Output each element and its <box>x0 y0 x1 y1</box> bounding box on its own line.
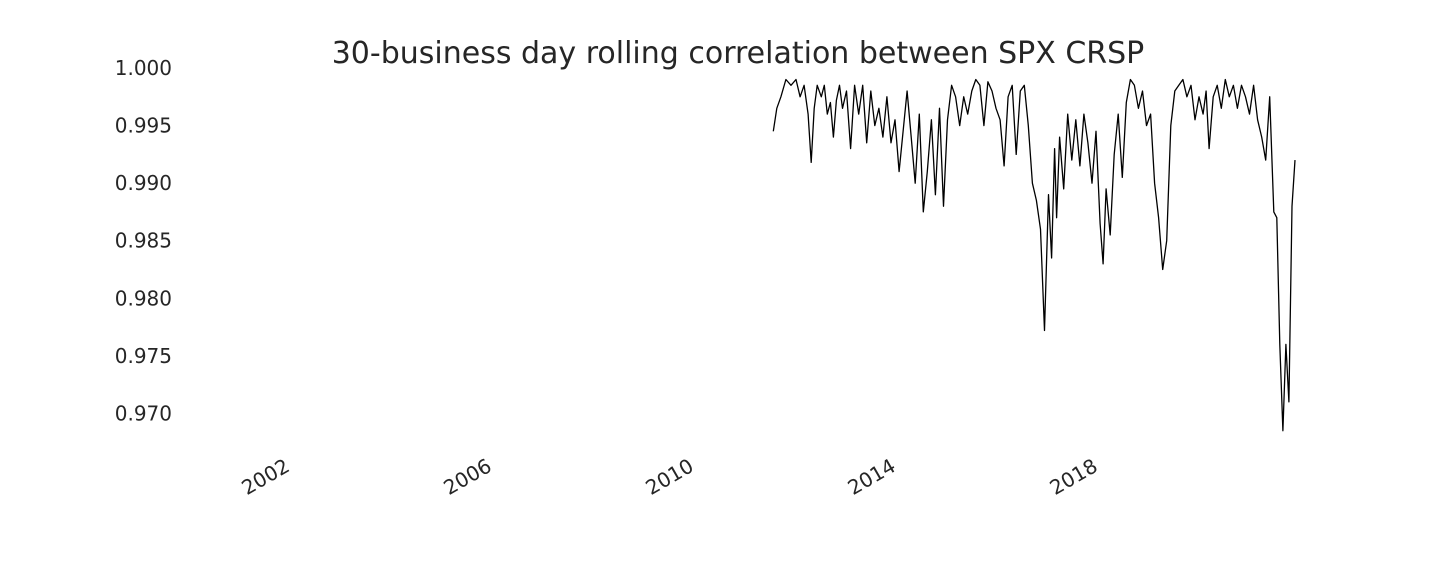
chart-title: 30-business day rolling correlation betw… <box>332 36 1145 71</box>
y-tick-label: 0.975 <box>115 344 172 368</box>
x-tick-label: 2010 <box>641 454 697 500</box>
y-tick-label: 0.995 <box>115 114 172 138</box>
y-tick-label: 0.990 <box>115 171 172 195</box>
y-tick-label: 0.970 <box>115 401 172 425</box>
x-tick-label: 2014 <box>843 454 899 500</box>
x-tick-label: 2018 <box>1045 454 1101 500</box>
x-tick-label: 2006 <box>439 454 495 500</box>
x-tick-label: 2002 <box>237 454 293 500</box>
x-axis-ticks: 2002 2006 2010 2014 2018 <box>237 454 1101 500</box>
y-tick-label: 1.000 <box>115 56 172 80</box>
y-tick-label: 0.980 <box>115 286 172 310</box>
y-tick-label: 0.985 <box>115 229 172 253</box>
y-axis-ticks: 1.000 0.995 0.990 0.985 0.980 0.975 0.970 <box>115 56 172 425</box>
series-line-0 <box>772 78 1296 432</box>
series-layer <box>772 78 1296 432</box>
